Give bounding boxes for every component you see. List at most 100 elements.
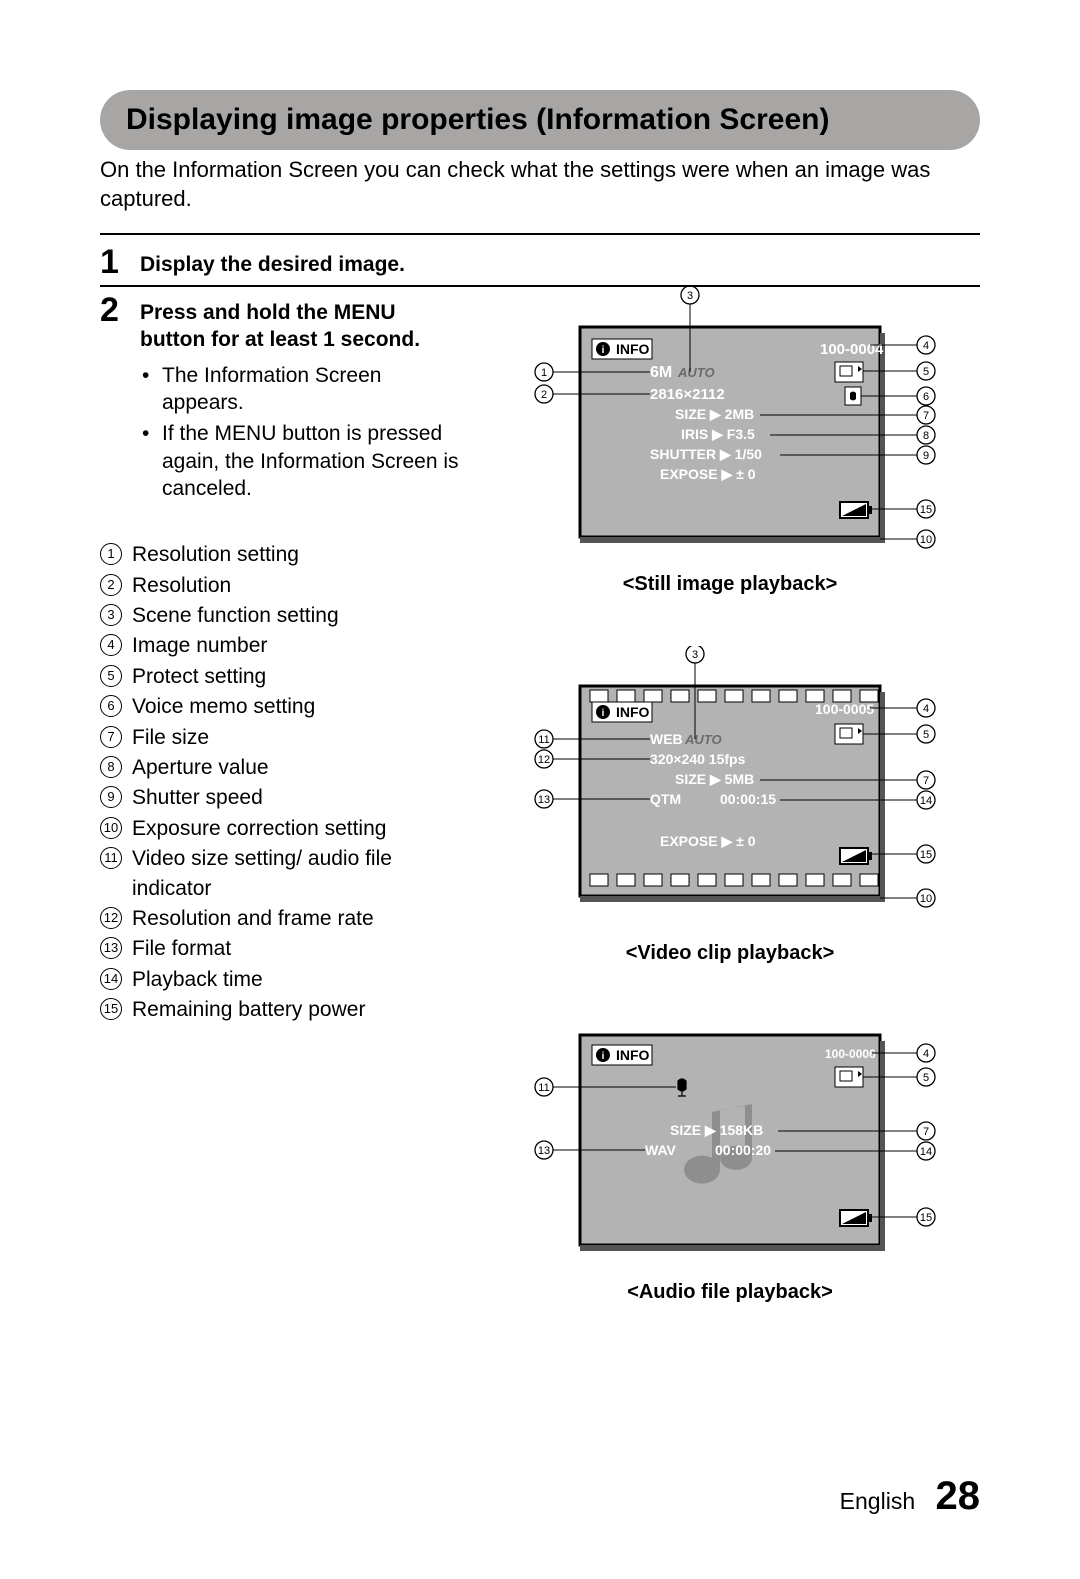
svg-text:15: 15 xyxy=(920,849,932,861)
caption: <Still image playback> xyxy=(480,573,980,596)
svg-text:3: 3 xyxy=(687,290,693,302)
legend-item: 5 Protect setting xyxy=(100,662,460,691)
legend-text: Scene function setting xyxy=(132,601,339,630)
svg-text:100-0004: 100-0004 xyxy=(820,341,884,358)
legend-number: 10 xyxy=(100,817,122,839)
svg-text:100-0006: 100-0006 xyxy=(825,1047,876,1061)
legend-number: 14 xyxy=(100,968,122,990)
page-number: 28 xyxy=(936,1474,981,1518)
legend-text: File size xyxy=(132,723,209,752)
svg-text:00:00:15: 00:00:15 xyxy=(720,791,776,807)
step-2-bullets: The Information Screen appears. If the M… xyxy=(140,362,460,502)
svg-text:INFO: INFO xyxy=(616,704,650,720)
legend-item: 2 Resolution xyxy=(100,571,460,600)
step-1-head: Display the desired image. xyxy=(140,251,980,278)
legend-number: 8 xyxy=(100,756,122,778)
legend-text: Playback time xyxy=(132,965,263,994)
legend-number: 12 xyxy=(100,907,122,929)
bullet: If the MENU button is pressed again, the… xyxy=(162,420,460,502)
bullet: The Information Screen appears. xyxy=(162,362,460,417)
svg-text:11: 11 xyxy=(538,1082,549,1094)
legend-item: 7 File size xyxy=(100,723,460,752)
svg-text:3: 3 xyxy=(692,649,698,661)
svg-text:5: 5 xyxy=(923,1072,929,1084)
legend-number: 1 xyxy=(100,543,122,565)
legend-number: 15 xyxy=(100,998,122,1020)
legend-text: Protect setting xyxy=(132,662,266,691)
step-2-number: 2 xyxy=(100,293,140,506)
diagram-still: i INFO 100-0004 6M AUTO 2816×2112 SIZE ▶ xyxy=(480,287,980,596)
svg-text:7: 7 xyxy=(923,775,929,787)
svg-text:i: i xyxy=(602,708,605,719)
legend-text: Resolution setting xyxy=(132,540,299,569)
svg-text:WAV: WAV xyxy=(645,1142,677,1158)
svg-text:320×240 15fps: 320×240 15fps xyxy=(650,751,746,767)
svg-text:IRIS ▶ F3.5: IRIS ▶ F3.5 xyxy=(681,426,755,442)
svg-text:5: 5 xyxy=(923,729,929,741)
legend-number: 4 xyxy=(100,634,122,656)
legend-item: 8Aperture value xyxy=(100,753,460,782)
svg-text:9: 9 xyxy=(923,450,929,462)
step-2-head: Press and hold the MENU button for at le… xyxy=(140,299,460,354)
svg-text:i: i xyxy=(602,1051,605,1062)
svg-text:7: 7 xyxy=(923,410,929,422)
page-title: Displaying image properties (Information… xyxy=(100,90,980,150)
legend-item: 12Resolution and frame rate xyxy=(100,904,460,933)
legend-item: 10 Exposure correction setting xyxy=(100,814,460,843)
svg-text:4: 4 xyxy=(923,1048,929,1060)
svg-text:10: 10 xyxy=(920,534,932,546)
svg-text:6: 6 xyxy=(923,391,929,403)
svg-text:5: 5 xyxy=(923,366,929,378)
diagram-audio: i INFO 100-0006 SIZE ▶ 158KB WAV 00:00:2… xyxy=(480,1015,980,1304)
svg-text:8: 8 xyxy=(923,430,929,442)
legend-item: 15 Remaining battery power xyxy=(100,995,460,1024)
legend-item: 4Image number xyxy=(100,631,460,660)
svg-text:AUTO: AUTO xyxy=(677,365,715,380)
legend-text: Resolution xyxy=(132,571,231,600)
svg-text:2816×2112: 2816×2112 xyxy=(650,386,725,403)
legend-number: 6 xyxy=(100,695,122,717)
svg-text:SHUTTER ▶ 1/50: SHUTTER ▶ 1/50 xyxy=(650,446,762,462)
svg-text:13: 13 xyxy=(538,794,550,806)
svg-text:6M: 6M xyxy=(650,364,672,381)
svg-text:12: 12 xyxy=(538,754,550,766)
svg-text:EXPOSE ▶ ± 0: EXPOSE ▶ ± 0 xyxy=(660,833,756,849)
svg-text:11: 11 xyxy=(538,734,549,746)
legend-number: 9 xyxy=(100,786,122,808)
diagram-video: i INFO 100-0005 WEB AUTO 320×240 15fps S… xyxy=(480,646,980,965)
svg-text:13: 13 xyxy=(538,1145,550,1157)
legend-number: 3 xyxy=(100,604,122,626)
legend-item: 13 File format xyxy=(100,934,460,963)
svg-text:100-0005: 100-0005 xyxy=(815,701,874,717)
caption: <Video clip playback> xyxy=(480,942,980,965)
svg-text:10: 10 xyxy=(920,893,932,905)
legend-item: 6 Voice memo setting xyxy=(100,692,460,721)
svg-text:SIZE ▶ 5MB: SIZE ▶ 5MB xyxy=(675,771,754,787)
svg-text:15: 15 xyxy=(920,1212,932,1224)
legend-text: Shutter speed xyxy=(132,783,263,812)
legend-text: Exposure correction setting xyxy=(132,814,386,843)
legend-text: Remaining battery power xyxy=(132,995,365,1024)
step-1: 1 Display the desired image. xyxy=(100,239,980,287)
step-1-number: 1 xyxy=(100,245,140,279)
legend-number: 7 xyxy=(100,726,122,748)
svg-text:SIZE ▶ 158KB: SIZE ▶ 158KB xyxy=(670,1122,763,1138)
caption: <Audio file playback> xyxy=(480,1281,980,1304)
rule xyxy=(100,233,980,235)
svg-text:EXPOSE ▶ ± 0: EXPOSE ▶ ± 0 xyxy=(660,466,756,482)
legend-number: 13 xyxy=(100,937,122,959)
svg-text:QTM: QTM xyxy=(650,791,681,807)
svg-text:SIZE ▶ 2MB: SIZE ▶ 2MB xyxy=(675,406,754,422)
legend-text: File format xyxy=(132,934,231,963)
legend-text: Voice memo setting xyxy=(132,692,315,721)
legend-number: 2 xyxy=(100,574,122,596)
svg-text:INFO: INFO xyxy=(616,341,650,357)
svg-text:AUTO: AUTO xyxy=(684,732,722,747)
svg-text:7: 7 xyxy=(923,1126,929,1138)
svg-text:4: 4 xyxy=(923,340,929,352)
legend-item: 9 Shutter speed xyxy=(100,783,460,812)
legend-item: 11Video size setting/ audio file indicat… xyxy=(100,844,460,903)
footer-lang: English xyxy=(840,1488,915,1514)
legend-number: 5 xyxy=(100,665,122,687)
svg-text:1: 1 xyxy=(541,367,547,379)
